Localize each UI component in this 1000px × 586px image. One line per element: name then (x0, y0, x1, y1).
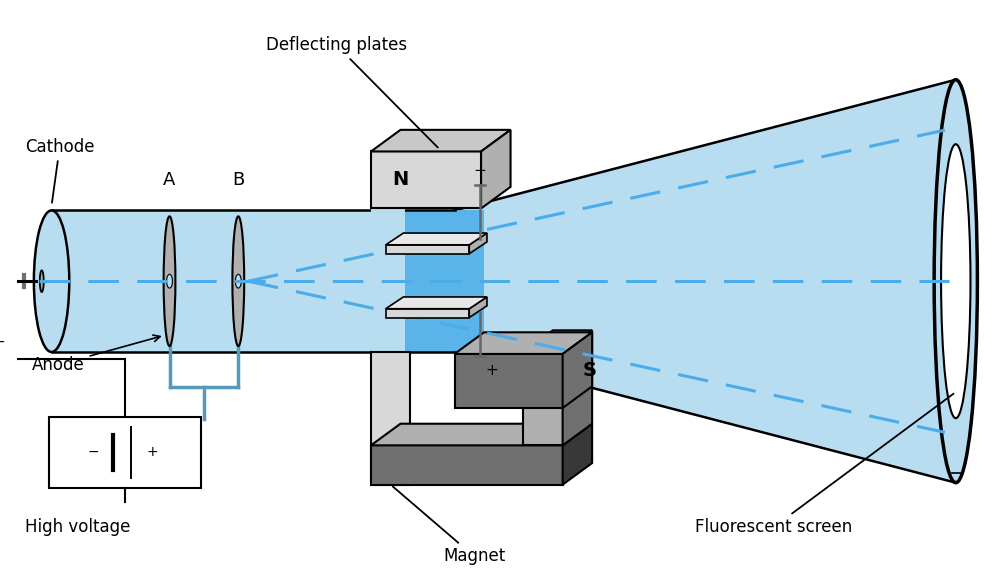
Polygon shape (386, 245, 469, 254)
Text: −: − (88, 445, 100, 459)
Bar (52, 210, 455, 352)
Text: −: − (0, 335, 5, 349)
Text: S: S (582, 360, 596, 380)
Bar (393, 210, 484, 352)
Text: A: A (163, 171, 176, 189)
Ellipse shape (40, 270, 44, 292)
Text: −: − (474, 163, 486, 178)
Ellipse shape (232, 216, 244, 346)
Polygon shape (523, 352, 563, 445)
Polygon shape (386, 233, 487, 245)
Polygon shape (371, 151, 481, 209)
Bar (49, 417, 201, 488)
Text: Fluorescent screen: Fluorescent screen (695, 394, 954, 536)
Polygon shape (523, 331, 592, 352)
Polygon shape (371, 209, 405, 352)
Text: Cathode: Cathode (25, 138, 95, 203)
Ellipse shape (934, 80, 977, 483)
Polygon shape (455, 80, 956, 483)
Polygon shape (563, 424, 592, 485)
Ellipse shape (167, 274, 172, 288)
Ellipse shape (941, 144, 970, 418)
Polygon shape (563, 331, 592, 445)
Text: +: + (486, 363, 498, 378)
Polygon shape (371, 352, 410, 485)
Polygon shape (386, 297, 487, 309)
Polygon shape (371, 445, 563, 485)
Ellipse shape (235, 274, 241, 288)
Polygon shape (371, 424, 592, 445)
Text: High voltage: High voltage (25, 518, 130, 536)
Text: +: + (147, 445, 159, 459)
Text: N: N (392, 171, 409, 189)
Ellipse shape (164, 216, 175, 346)
Polygon shape (386, 309, 469, 318)
Text: B: B (232, 171, 244, 189)
Ellipse shape (34, 210, 69, 352)
Polygon shape (469, 233, 487, 254)
Text: Magnet: Magnet (393, 486, 505, 565)
Text: Anode: Anode (32, 335, 160, 374)
Text: Deflecting plates: Deflecting plates (266, 36, 438, 148)
Polygon shape (563, 332, 592, 408)
Polygon shape (455, 332, 592, 354)
Polygon shape (481, 130, 511, 209)
Polygon shape (455, 354, 563, 408)
Polygon shape (371, 130, 511, 151)
Polygon shape (469, 297, 487, 318)
